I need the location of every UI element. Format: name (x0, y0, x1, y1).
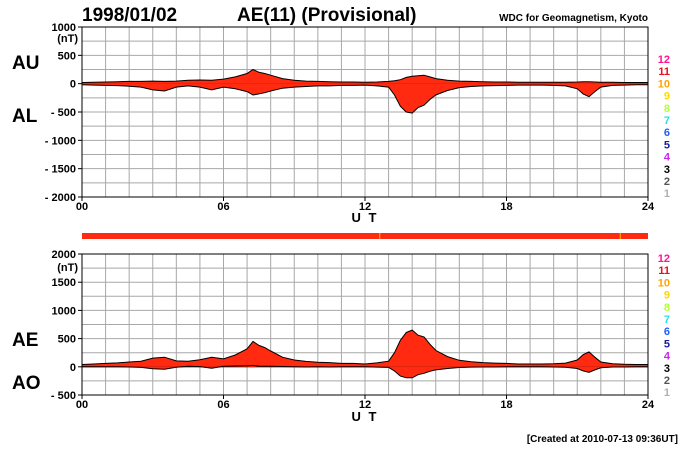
created-timestamp: [Created at 2010-07-13 09:36UT] (527, 434, 678, 445)
au-line (81, 68, 648, 83)
ao-label: AO (12, 373, 41, 394)
station-count-8: 8 (664, 302, 670, 314)
al-line (81, 84, 648, 114)
au-al-grid (82, 27, 648, 197)
ae-ao-y-tick-label: 1000 (52, 305, 76, 317)
organization-label: WDC for Geomagnetism, Kyoto (499, 13, 648, 24)
station-count-10: 10 (658, 78, 670, 90)
station-count-9: 9 (664, 290, 670, 302)
au-label: AU (12, 53, 39, 74)
au-al-x-axis: 00 06 12 18 24 (76, 197, 655, 213)
station-count-8: 8 (664, 103, 670, 115)
au-al-y-tick-label: 1000 (52, 22, 76, 34)
station-count-2: 2 (664, 375, 670, 387)
ae-ao-x-axis-label: U T (352, 409, 379, 424)
au-al-series (81, 68, 648, 114)
station-count-9: 9 (664, 91, 670, 103)
station-count-4: 4 (664, 351, 671, 363)
station-bar-dip (619, 233, 621, 239)
au-al-x-tick-label: 18 (500, 201, 512, 213)
ae-ao-x-tick-label: 06 (217, 399, 229, 411)
station-count-bar (82, 233, 648, 239)
station-count-7: 7 (664, 314, 670, 326)
ae-ao-frame (81, 253, 649, 396)
au-al-unit-label: (nT) (57, 33, 78, 45)
ae-ao-panel: 2000 1500 1000 500 0 - 500 00 06 12 18 24 (51, 249, 655, 411)
ae-ao-y-axis: 2000 1500 1000 500 0 - 500 (51, 249, 82, 402)
station-count-5: 5 (664, 139, 670, 151)
plot-title: AE(11) (Provisional) (237, 5, 417, 26)
station-bar-dip (379, 233, 381, 239)
au-al-x-tick-label: 06 (217, 201, 229, 213)
au-al-frame (81, 26, 649, 198)
au-al-panel: 1000 500 0 - 500 - 1000 - 1500 - 2000 00 06 12 18… (45, 22, 655, 213)
au-al-x-tick-label: 24 (642, 201, 655, 213)
ae-ao-y-tick-label: 0 (70, 362, 76, 374)
au-al-x-tick-label: 00 (76, 201, 88, 213)
ae-label: AE (12, 330, 38, 351)
au-al-y-tick-label: 500 (58, 50, 76, 62)
al-label: AL (12, 106, 38, 127)
ae-ao-grid (82, 254, 648, 395)
ae-line (81, 329, 648, 365)
ae-ao-x-tick-label: 18 (500, 399, 512, 411)
au-al-x-tick-label: 12 (359, 201, 371, 213)
ao-line (82, 364, 648, 379)
station-count-6: 6 (664, 127, 670, 139)
station-count-12: 12 (658, 54, 670, 66)
ae-ao-y-tick-label: 1500 (52, 277, 76, 289)
ae-ao-unit-label: (nT) (57, 262, 78, 274)
ae-ao-x-tick-label: 00 (76, 399, 88, 411)
station-count-10: 10 (658, 277, 670, 289)
au-area (82, 69, 648, 84)
station-bar-fill (82, 233, 648, 239)
ae-ao-series (81, 329, 648, 379)
ae-ao-x-tick-label: 12 (359, 399, 371, 411)
station-count-5: 5 (664, 338, 670, 350)
station-count-2: 2 (664, 176, 670, 188)
ae-ao-x-tick-label: 24 (642, 399, 655, 411)
au-al-y-tick-label: - 500 (51, 107, 76, 119)
station-count-3: 3 (664, 164, 670, 176)
station-count-6: 6 (664, 326, 670, 338)
ae-area (82, 330, 648, 367)
station-count-1: 1 (664, 387, 670, 399)
station-count-12: 12 (658, 253, 670, 265)
au-al-y-tick-label: - 1500 (45, 164, 76, 176)
ae-ao-y-tick-label: 2000 (52, 249, 76, 261)
au-al-y-tick-label: - 2000 (45, 192, 76, 204)
au-al-x-axis-label: U T (352, 210, 379, 225)
au-al-y-tick-label: - 1000 (45, 135, 76, 147)
ae-ao-y-tick-label: - 500 (51, 390, 76, 402)
au-al-y-tick-label: 0 (70, 79, 76, 91)
station-count-1: 1 (664, 188, 670, 200)
ae-ao-x-axis: 00 06 12 18 24 (76, 395, 655, 411)
date-label: 1998/01/02 (82, 5, 177, 26)
station-count-11: 11 (658, 66, 670, 78)
station-count-11: 11 (658, 265, 670, 277)
au-al-y-axis: 1000 500 0 - 500 - 1000 - 1500 - 2000 (45, 22, 82, 204)
station-count-3: 3 (664, 363, 670, 375)
ae-ao-y-tick-label: 500 (58, 334, 76, 346)
station-count-4: 4 (664, 152, 671, 164)
station-count-7: 7 (664, 115, 670, 127)
